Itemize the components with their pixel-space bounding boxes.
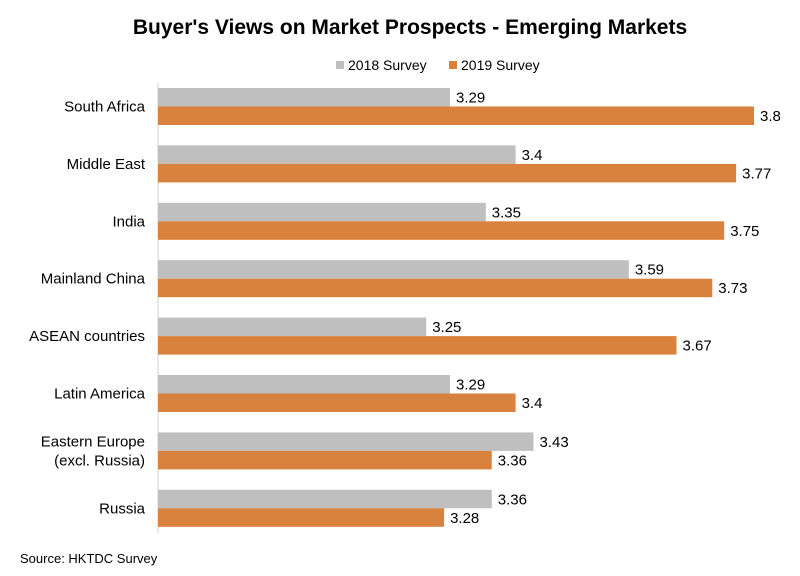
bar [158, 375, 451, 394]
bar [158, 489, 492, 509]
bar [158, 432, 534, 451]
data-label: 3.77 [742, 165, 771, 182]
data-label: 3.73 [718, 280, 747, 297]
data-label: 3.4 [522, 395, 543, 412]
data-label: 3.43 [539, 434, 568, 451]
category-label: Eastern Europe (excl. Russia) [41, 433, 145, 469]
legend-swatch [336, 61, 344, 69]
data-label: 3.75 [730, 223, 759, 240]
data-label: 3.29 [456, 377, 485, 394]
data-label: 3.4 [522, 147, 543, 164]
legend-label: 2018 Survey [348, 57, 427, 73]
data-label: 3.29 [456, 90, 485, 107]
bar [158, 260, 629, 279]
legend-label: 2019 Survey [461, 57, 540, 73]
chart-title: Buyer's Views on Market Prospects - Emer… [133, 16, 687, 39]
category-label: Latin America [54, 386, 146, 403]
bar [158, 508, 445, 527]
bar [158, 145, 516, 164]
data-label: 3.36 [498, 491, 527, 508]
data-label: 3.8 [760, 108, 781, 125]
category-label: South Africa [64, 99, 146, 116]
bar [158, 336, 677, 355]
data-label: 3.28 [450, 510, 479, 527]
bar [158, 450, 492, 470]
category-label: India [112, 213, 145, 230]
category-label: Mainland China [41, 271, 146, 288]
legend: 2018 Survey 2019 Survey [336, 57, 540, 73]
data-label: 3.36 [498, 452, 527, 469]
bar [158, 278, 713, 298]
legend-swatch [449, 61, 457, 69]
category-axis: South Africa Middle East India Mainland Chi… [29, 83, 159, 533]
bar [158, 393, 516, 412]
data-label: 3.35 [492, 204, 521, 221]
bar [158, 163, 737, 183]
source-note: Source: HKTDC Survey [20, 551, 158, 566]
category-label: ASEAN countries [29, 328, 145, 345]
category-label: Russia [99, 500, 146, 517]
bar [158, 221, 725, 240]
data-label: 3.25 [432, 319, 461, 336]
bar [158, 88, 451, 107]
bar [158, 106, 754, 125]
data-label: 3.59 [635, 262, 664, 279]
bar [158, 202, 486, 222]
bar [158, 317, 427, 337]
data-label: 3.67 [683, 338, 712, 355]
category-label: Middle East [67, 156, 146, 173]
bars: 3.29 3.8 3.4 3.77 3.35 3.75 3.59 3.73 3.25 3.67 3.… [158, 88, 781, 527]
